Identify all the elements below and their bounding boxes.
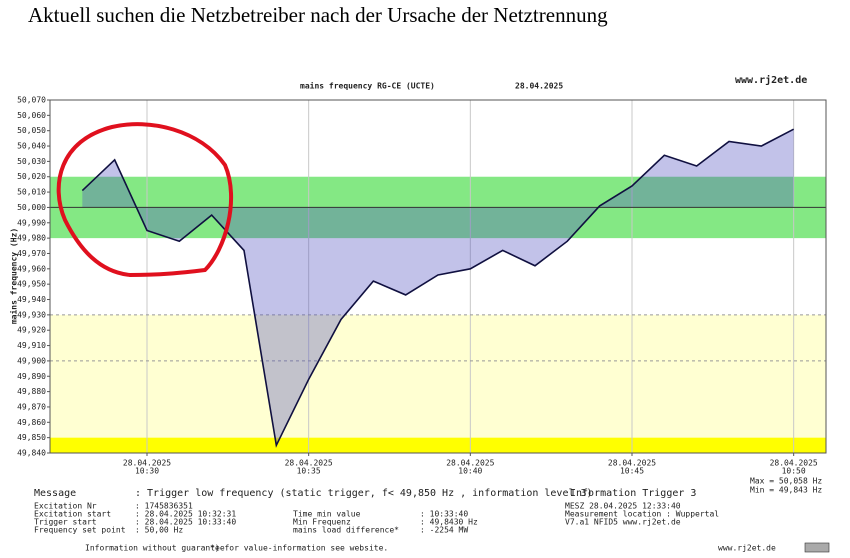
x-tick-date: 28.04.2025 (123, 459, 171, 468)
footer-middle: *) for value-information see website. (210, 544, 388, 553)
annotation-circle (56, 122, 234, 278)
message-label: Message (34, 488, 76, 499)
y-tick-label: 50,020 (17, 172, 46, 181)
info-label: Excitation start (34, 510, 111, 519)
trigger: Information Trigger 3 (570, 488, 696, 499)
message: : Trigger low frequency (static trigger,… (135, 488, 593, 499)
y-tick-label: 49,870 (17, 402, 46, 411)
y-tick-label: 49,910 (17, 341, 46, 350)
y-tick-label: 49,970 (17, 249, 46, 258)
info-label: Time min value (293, 510, 361, 519)
y-axis-label: mains frequency (Hz) (9, 228, 19, 324)
x-tick-date: 28.04.2025 (608, 459, 656, 468)
info-label: Trigger start (34, 518, 97, 527)
info-value: : 49,8430 Hz (420, 518, 478, 527)
info-value: : 28.04.2025 10:32:31 (135, 510, 236, 519)
info-meta: MESZ 28.04.2025 12:33:40 (565, 502, 681, 511)
y-tick-label: 49,920 (17, 326, 46, 335)
deviation-area (82, 129, 794, 446)
y-tick-label: 49,980 (17, 234, 46, 243)
y-tick-label: 49,840 (17, 449, 46, 458)
footer-left: Information without guarantee (85, 544, 225, 553)
info-label: Excitation Nr (34, 502, 97, 511)
band (50, 437, 826, 453)
info-value: : 10:33:40 (420, 510, 468, 519)
y-tick-label: 49,860 (17, 418, 46, 427)
x-tick-label: 10:45 (620, 467, 644, 476)
band (50, 314, 826, 438)
info-value: : 50,00 Hz (135, 526, 183, 535)
y-tick-label: 49,880 (17, 387, 46, 396)
x-tick-date: 28.04.2025 (285, 459, 333, 468)
y-tick-label: 50,070 (17, 96, 46, 105)
y-tick-label: 49,960 (17, 264, 46, 273)
y-tick-label: 49,850 (17, 433, 46, 442)
y-tick-label: 49,900 (17, 356, 46, 365)
y-tick-label: 50,060 (17, 111, 46, 120)
info-value: : 28.04.2025 10:33:40 (135, 518, 236, 527)
chart-source: www.rj2et.de (735, 74, 807, 86)
y-tick-label: 50,000 (17, 203, 46, 212)
info-label: Min Frequenz (293, 518, 351, 527)
info-value: : 1745836351 (135, 502, 193, 511)
info-meta: Measurement location : Wuppertal (565, 510, 719, 519)
y-tick-label: 49,950 (17, 280, 46, 289)
y-tick-label: 50,040 (17, 142, 46, 151)
line (81, 128, 795, 448)
footer-right: www.rj2et.de (718, 544, 776, 553)
y-tick-label: 50,050 (17, 126, 46, 135)
headline: Aktuell suchen die Netzbetreiber nach de… (28, 3, 608, 27)
info-label: Frequency set point (34, 526, 126, 535)
x-tick-date: 28.04.2025 (446, 459, 494, 468)
y-tick-label: 50,030 (17, 157, 46, 166)
y-tick-label: 49,940 (17, 295, 46, 304)
plot: 49,840 49,850 49,860 49,870 49,880 49,890 49,9… (17, 96, 827, 476)
x-tick-label: 10:35 (297, 467, 321, 476)
y-tick-label: 50,010 (17, 188, 46, 197)
y-tick-label: 49,930 (17, 310, 46, 319)
plot-frame (49, 99, 827, 454)
info-label: mains load difference* (293, 526, 399, 535)
y-tick-label: 49,990 (17, 218, 46, 227)
x-tick-label: 10:50 (782, 467, 806, 476)
x-tick-label: 10:30 (135, 467, 159, 476)
license-icon (804, 542, 830, 553)
x-tick-label: 10:40 (458, 467, 482, 476)
chart-title: mains frequency RG-CE (UCTE) (300, 81, 435, 91)
info-meta: V7.a1 NFID5 www.rj2et.de (565, 518, 681, 527)
min-text: Min = 49,843 Hz (750, 486, 822, 495)
info-value: : -2254 MW (420, 526, 468, 535)
max-text: Max = 50,058 Hz (750, 477, 822, 486)
x-tick-date: 28.04.2025 (770, 459, 818, 468)
y-tick-label: 49,890 (17, 372, 46, 381)
chart-date: 28.04.2025 (515, 82, 563, 91)
